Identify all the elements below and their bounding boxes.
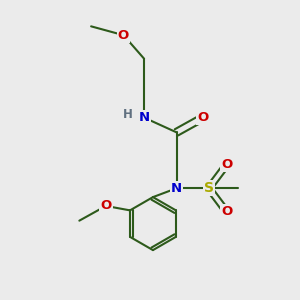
Text: S: S <box>204 181 214 195</box>
Text: N: N <box>139 111 150 124</box>
Text: O: O <box>221 158 232 171</box>
Text: O: O <box>197 111 208 124</box>
Text: O: O <box>118 29 129 42</box>
Text: O: O <box>100 200 112 212</box>
Text: H: H <box>123 108 133 121</box>
Text: N: N <box>171 182 182 195</box>
Text: O: O <box>221 205 232 218</box>
